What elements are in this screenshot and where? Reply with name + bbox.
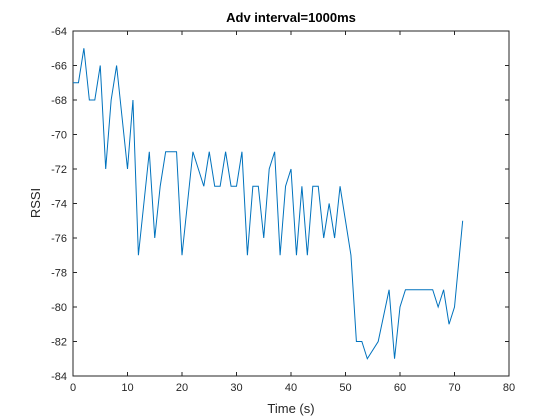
y-tick-label: -72: [51, 164, 67, 176]
x-tick-label: 80: [503, 382, 515, 394]
x-tick-label: 40: [285, 382, 297, 394]
y-tick-label: -70: [51, 130, 67, 142]
x-tick-label: 50: [339, 382, 351, 394]
y-tick-label: -76: [51, 233, 67, 245]
x-tick-label: 60: [394, 382, 406, 394]
x-tick-label: 10: [121, 382, 133, 394]
y-axis-label: RSSI: [28, 188, 43, 218]
y-tick-label: -66: [51, 61, 67, 73]
rssi-series-line: [73, 48, 464, 360]
y-tick-label: -80: [51, 302, 67, 314]
y-tick-label: -68: [51, 95, 67, 107]
plot-area-frame: [72, 30, 510, 377]
y-tick-label: -82: [51, 337, 67, 349]
x-tick-label: 0: [70, 382, 76, 394]
chart-title: Adv interval=1000ms: [226, 10, 356, 25]
y-axis: -84 -82 -80 -78 -76 -74 -72 -70 -68 -66 -64: [51, 26, 509, 383]
x-tick-label: 30: [230, 382, 242, 394]
y-tick-label: -84: [51, 371, 67, 383]
series-layer: [73, 48, 464, 360]
x-tick-label: 70: [448, 382, 460, 394]
x-axis: 0 10 20 30 40 50 60 70 80: [70, 31, 515, 394]
y-tick-label: -74: [51, 199, 67, 211]
x-axis-label: Time (s): [267, 401, 314, 416]
y-tick-label: -78: [51, 268, 67, 280]
y-tick-label: -64: [51, 26, 67, 38]
x-tick-label: 20: [176, 382, 188, 394]
